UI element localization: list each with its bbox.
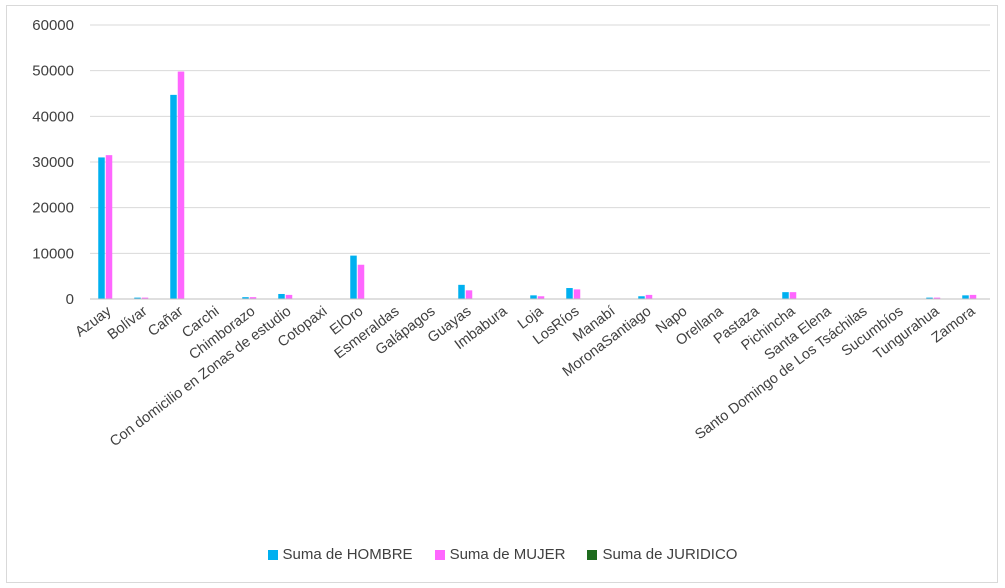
y-tick-label: 10000 xyxy=(32,245,74,262)
legend: Suma de HOMBRE Suma de MUJER Suma de JUR… xyxy=(0,546,1005,563)
bar xyxy=(926,297,933,299)
y-tick-label: 30000 xyxy=(32,154,74,171)
bar xyxy=(141,297,149,299)
bar xyxy=(242,297,249,299)
bar xyxy=(177,71,185,299)
bar xyxy=(170,94,177,300)
y-tick-label: 40000 xyxy=(32,108,74,125)
bar xyxy=(962,295,969,299)
bar xyxy=(969,294,977,299)
bar xyxy=(134,297,141,299)
bar xyxy=(278,293,285,299)
legend-label-mujer: Suma de MUJER xyxy=(449,546,566,563)
x-tick-label: Bolívar xyxy=(105,303,151,343)
x-tick-label: Cañar xyxy=(145,303,186,340)
bar xyxy=(285,294,293,299)
bar xyxy=(105,155,113,299)
bar xyxy=(782,292,789,299)
bar xyxy=(98,157,105,299)
legend-swatch-juridico xyxy=(587,549,598,560)
bar xyxy=(933,297,941,299)
legend-swatch-hombre xyxy=(267,549,278,560)
legend-item-hombre: Suma de HOMBRE xyxy=(267,546,413,563)
bar xyxy=(458,284,465,299)
y-tick-label: 20000 xyxy=(32,200,74,217)
legend-item-juridico: Suma de JURIDICO xyxy=(587,546,737,563)
bar xyxy=(645,294,653,299)
legend-swatch-mujer xyxy=(434,549,445,560)
bar xyxy=(357,264,365,299)
legend-label-juridico: Suma de JURIDICO xyxy=(602,546,738,563)
y-tick-label: 60000 xyxy=(32,17,74,34)
bar xyxy=(573,289,581,299)
bar xyxy=(537,296,545,299)
bar xyxy=(789,292,797,299)
bar xyxy=(465,290,473,299)
bar xyxy=(249,297,257,299)
y-tick-label: 0 xyxy=(66,291,74,308)
y-tick-label: 50000 xyxy=(32,63,74,80)
bar xyxy=(530,295,537,299)
bar xyxy=(566,288,573,299)
legend-item-mujer: Suma de MUJER xyxy=(434,546,566,563)
bar xyxy=(350,255,357,299)
bar xyxy=(638,296,645,299)
legend-label-hombre: Suma de HOMBRE xyxy=(282,546,413,563)
